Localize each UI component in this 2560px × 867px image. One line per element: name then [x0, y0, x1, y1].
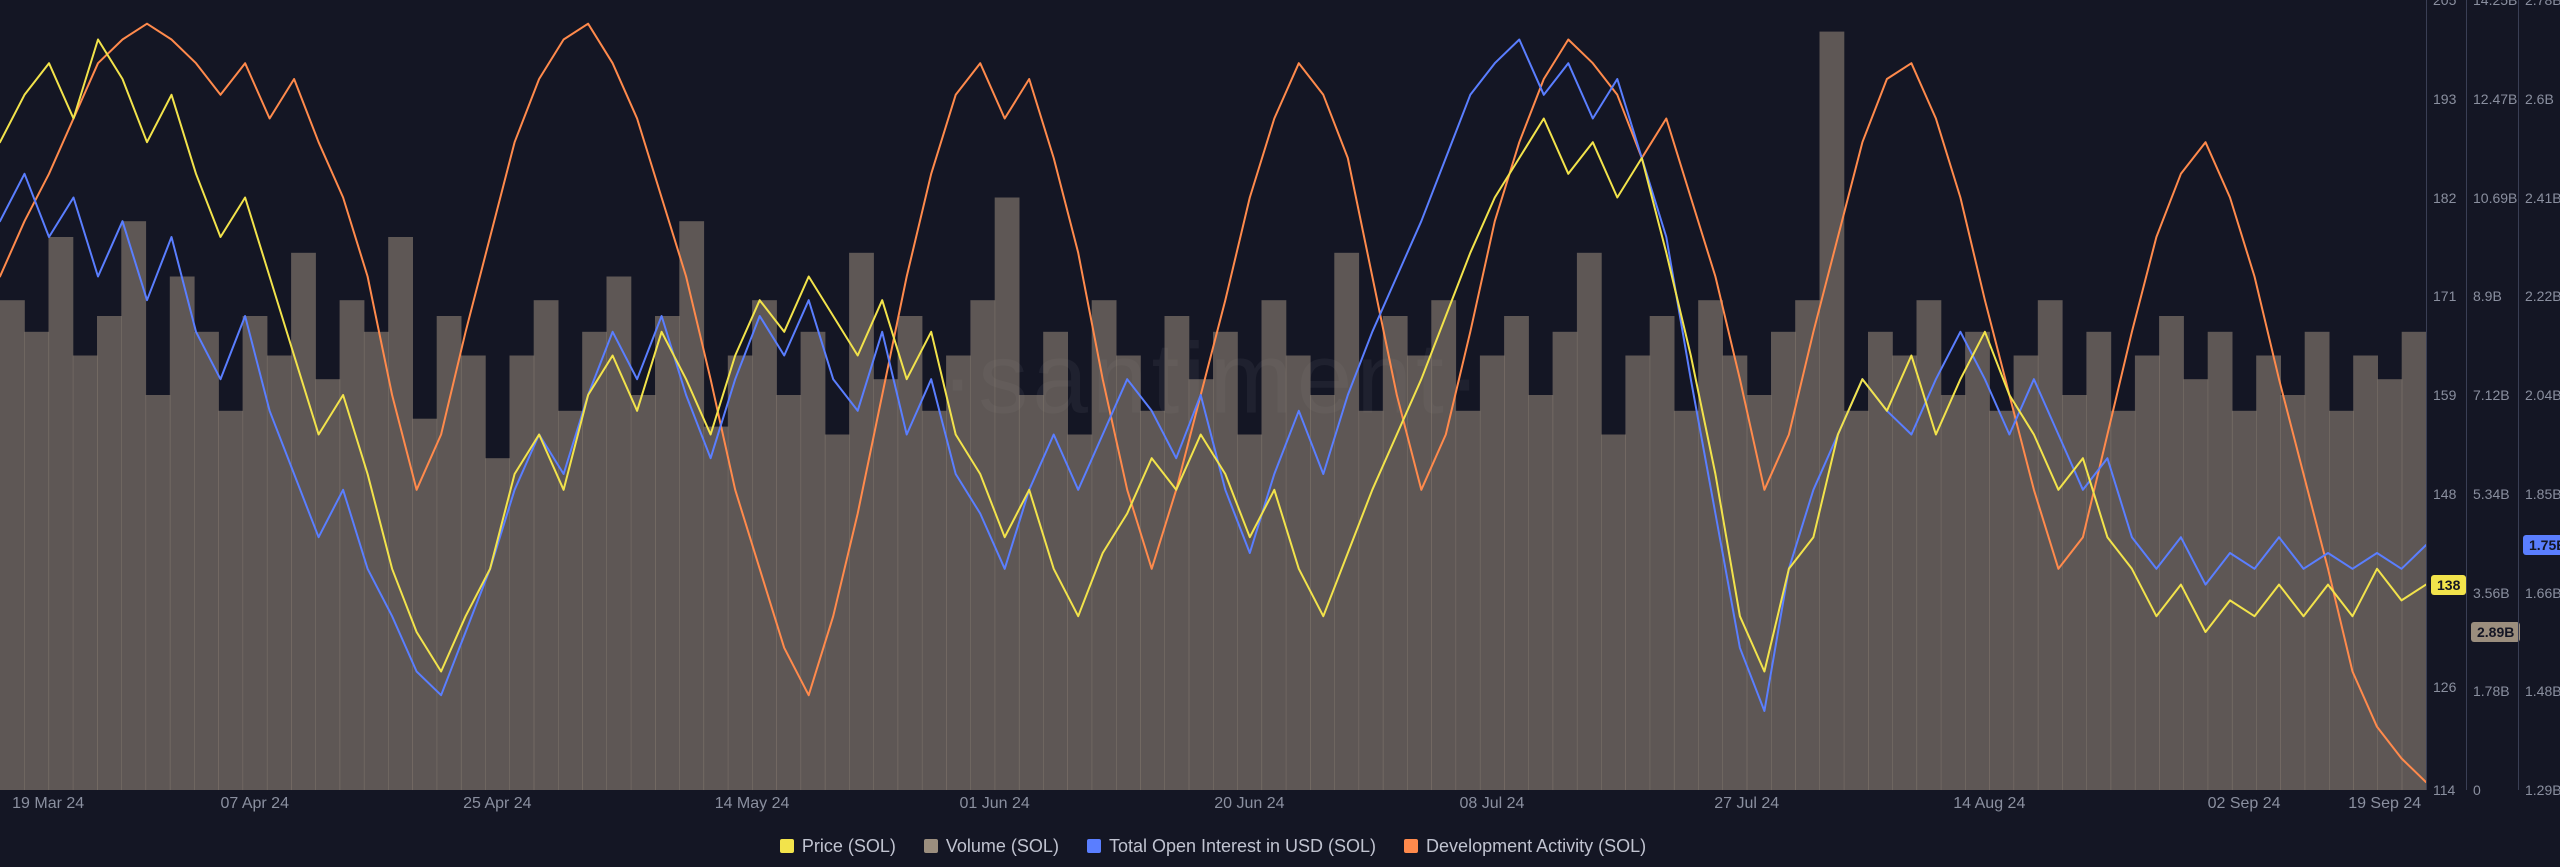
- y-tick: 2.78B: [2525, 0, 2560, 8]
- y-badge-oi: 1.75B: [2523, 535, 2560, 555]
- legend: Price (SOL) Volume (SOL) Total Open Intere…: [0, 831, 2426, 861]
- y-tick: 2.6B: [2525, 91, 2554, 107]
- legend-swatch: [1087, 839, 1101, 853]
- legend-swatch: [924, 839, 938, 853]
- x-tick: 19 Mar 24: [12, 795, 84, 813]
- legend-swatch: [780, 839, 794, 853]
- x-tick: 02 Sep 24: [2208, 795, 2281, 813]
- x-tick: 25 Apr 24: [463, 795, 532, 813]
- y-axis-price: 205193182171159148138126114: [2426, 0, 2466, 790]
- x-axis: 19 Mar 24 07 Apr 24 25 Apr 24 14 May 24 01 J…: [0, 795, 2426, 819]
- y-tick: 10.69B: [2473, 190, 2517, 206]
- y-axis-volume: 14.25B 12.47B 10.69B 8.9B 7.12B 5.34B 3.56B 2.8…: [2466, 0, 2518, 790]
- x-tick: 07 Apr 24: [220, 795, 289, 813]
- y-tick: 159: [2433, 387, 2456, 403]
- y-tick: 0: [2473, 782, 2481, 798]
- plot-area[interactable]: ·santiment·: [0, 0, 2426, 790]
- y-tick: 1.29B: [2525, 782, 2560, 798]
- y-tick: 193: [2433, 91, 2456, 107]
- legend-swatch: [1404, 839, 1418, 853]
- y-tick: 5.34B: [2473, 486, 2510, 502]
- y-axes: 20519318217115914813812611414.25B12.47B1…: [2426, 0, 2560, 790]
- y-tick: 148: [2433, 486, 2456, 502]
- legend-label: Price (SOL): [802, 836, 896, 857]
- x-tick: 27 Jul 24: [1714, 795, 1779, 813]
- chart-svg: [0, 0, 2426, 790]
- y-tick: 1.66B: [2525, 585, 2560, 601]
- y-tick: 2.04B: [2525, 387, 2560, 403]
- y-tick: 7.12B: [2473, 387, 2510, 403]
- x-tick: 19 Sep 24: [2348, 795, 2421, 813]
- legend-label: Total Open Interest in USD (SOL): [1109, 836, 1376, 857]
- x-tick: 01 Jun 24: [960, 795, 1030, 813]
- y-tick: 1.78B: [2473, 683, 2510, 699]
- y-tick: 182: [2433, 190, 2456, 206]
- y-tick: 1.85B: [2525, 486, 2560, 502]
- x-tick: 20 Jun 24: [1214, 795, 1284, 813]
- x-tick: 08 Jul 24: [1460, 795, 1525, 813]
- y-tick: 2.22B: [2525, 288, 2560, 304]
- y-tick: 8.9B: [2473, 288, 2502, 304]
- y-tick: 114: [2433, 782, 2455, 798]
- chart-container: ·santiment· 19 Mar 2407 Apr 2425 Apr 241…: [0, 0, 2560, 867]
- legend-label: Development Activity (SOL): [1426, 836, 1646, 857]
- y-tick: 126: [2433, 679, 2456, 695]
- y-tick: 3.56B: [2473, 585, 2510, 601]
- y-tick: 205: [2433, 0, 2456, 8]
- legend-item[interactable]: Price (SOL): [780, 836, 896, 857]
- legend-label: Volume (SOL): [946, 836, 1059, 857]
- y-badge-volume: 2.89B: [2471, 622, 2520, 642]
- y-tick: 1.48B: [2525, 683, 2560, 699]
- y-tick: 171: [2433, 288, 2456, 304]
- x-tick: 14 Aug 24: [1953, 795, 2025, 813]
- y-tick: 14.25B: [2473, 0, 2517, 8]
- legend-item[interactable]: Development Activity (SOL): [1404, 836, 1646, 857]
- y-tick: 12.47B: [2473, 91, 2517, 107]
- y-badge-price: 138: [2431, 575, 2466, 595]
- y-axis-oi: 2.78B 2.6B 2.41B 2.22B 2.04B 1.85B 1.75B 1.66B 1…: [2518, 0, 2560, 790]
- legend-item[interactable]: Total Open Interest in USD (SOL): [1087, 836, 1376, 857]
- y-tick: 2.41B: [2525, 190, 2560, 206]
- x-tick: 14 May 24: [715, 795, 790, 813]
- legend-item[interactable]: Volume (SOL): [924, 836, 1059, 857]
